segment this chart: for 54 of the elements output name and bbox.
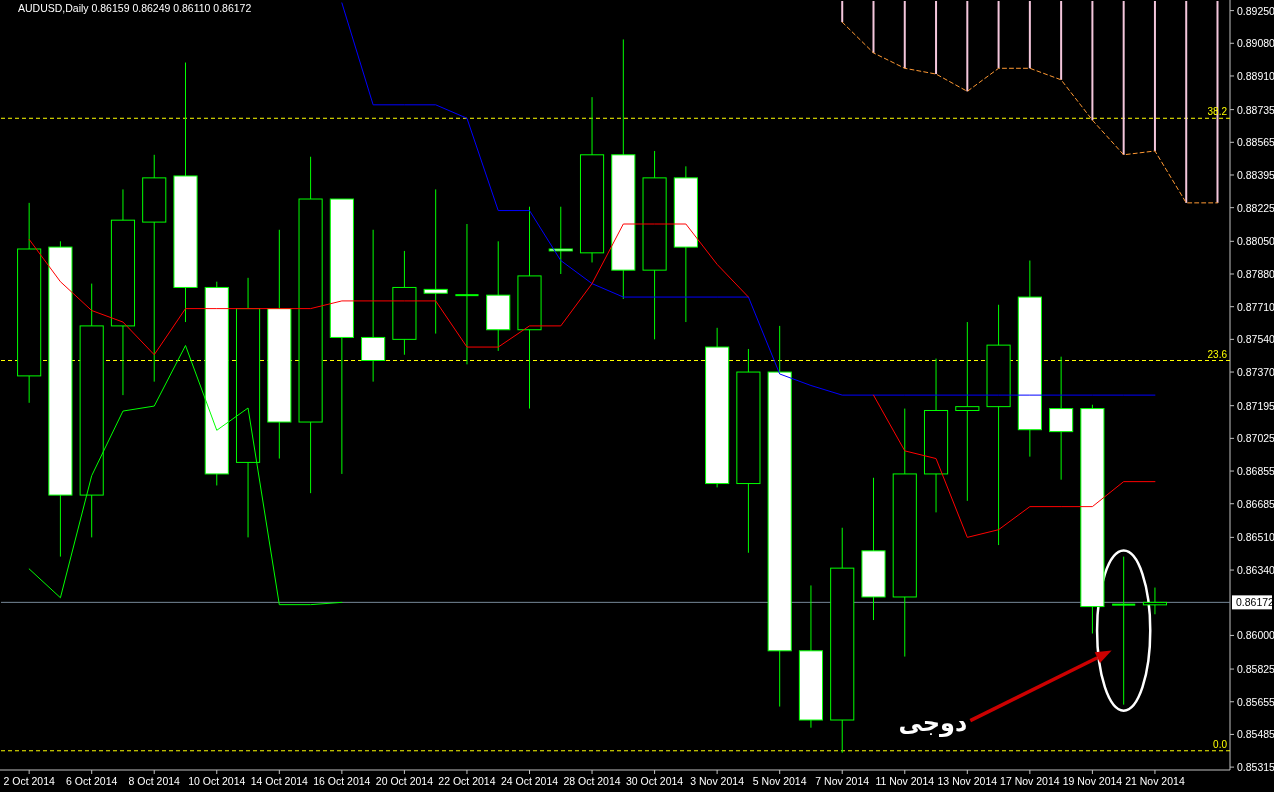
x-tick-label: 28 Oct 2014: [563, 775, 621, 787]
y-tick-label: 0.87880: [1237, 267, 1274, 280]
x-tick-label: 5 Nov 2014: [752, 775, 807, 787]
candlestick: [1142, 587, 1168, 615]
y-tick-label: 0.88050: [1237, 235, 1274, 248]
x-tick-label: 16 Oct 2014: [313, 775, 371, 787]
candlestick: [1049, 356, 1074, 481]
x-tick-label: 6 Oct 2014: [66, 775, 118, 787]
y-tick-label: 0.85655: [1237, 695, 1274, 708]
y-tick-label: 0.86685: [1237, 497, 1274, 510]
annotation: 0.0: [1213, 738, 1228, 750]
candlestick: [423, 188, 448, 335]
y-tick-label: 0.85315: [1237, 761, 1274, 774]
x-tick-label: 21 Nov 2014: [1125, 775, 1185, 787]
y-tick-label: 0.88225: [1237, 201, 1274, 214]
y-tick-label: 0.86340: [1237, 564, 1274, 577]
x-tick-label: 17 Nov 2014: [1000, 775, 1060, 787]
y-tick-label: 0.87710: [1237, 300, 1274, 313]
y-tick-label: 0.85485: [1237, 728, 1274, 741]
x-tick-label: 7 Nov 2014: [815, 775, 870, 787]
y-tick-label: 0.86000: [1237, 629, 1274, 642]
candlestick: [955, 321, 980, 502]
y-tick-label: 0.88395: [1237, 168, 1274, 181]
y-tick-label: 0.88910: [1237, 69, 1274, 82]
x-tick-label: 8 Oct 2014: [128, 775, 181, 787]
line-series: [341, 2, 1156, 396]
y-tick-label: 0.87540: [1237, 333, 1274, 346]
x-tick-label: 13 Nov 2014: [937, 775, 998, 787]
x-tick-label: 10 Oct 2014: [188, 775, 246, 787]
annotation: 23.6: [1207, 348, 1228, 360]
y-tick-label: 0.89080: [1237, 37, 1274, 50]
candlestick: [454, 223, 480, 365]
y-tick-label: 0.85825: [1237, 663, 1274, 676]
x-tick-label: 3 Nov 2014: [690, 775, 745, 787]
y-tick-label: 0.87370: [1237, 366, 1274, 379]
x-tick-label: 30 Oct 2014: [625, 775, 684, 787]
candlestick: [361, 229, 386, 383]
y-tick-label: 0.86855: [1237, 465, 1274, 478]
x-tick-label: 24 Oct 2014: [500, 775, 559, 787]
chart-title: AUDUSD,Daily 0.86159 0.86249 0.86110 0.86172: [18, 2, 252, 14]
annotation: دوجی: [898, 708, 968, 737]
y-tick-label: 0.86510: [1237, 531, 1274, 544]
y-tick-label: 0.88565: [1237, 136, 1274, 149]
candlestick: [548, 206, 573, 275]
x-tick-label: 20 Oct 2014: [375, 775, 434, 787]
y-tick-label: 0.87195: [1237, 399, 1274, 412]
x-tick-label: 2 Oct 2014: [3, 775, 55, 787]
y-tick-label: 0.89250: [1237, 4, 1274, 17]
x-tick-label: 14 Oct 2014: [250, 775, 309, 787]
y-tick-label: 0.87025: [1237, 432, 1274, 445]
y-tick-label: 0.88735: [1237, 103, 1274, 116]
x-tick-label: 22 Oct 2014: [438, 775, 496, 787]
x-tick-label: 19 Nov 2014: [1062, 775, 1123, 787]
x-tick-label: 11 Nov 2014: [875, 775, 935, 787]
